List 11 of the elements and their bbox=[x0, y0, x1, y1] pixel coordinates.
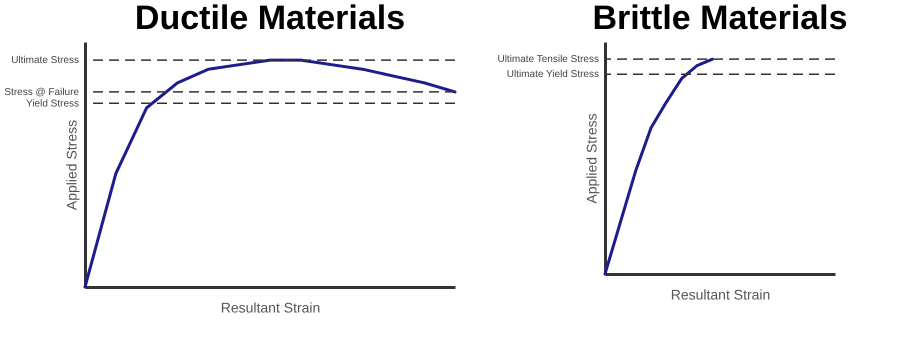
ref-line-label: Stress @ Failure bbox=[4, 86, 80, 98]
x-axis-title: Resultant Strain bbox=[220, 300, 320, 316]
y-axis-title: Applied Stress bbox=[64, 120, 80, 210]
chart-title: Ductile Materials bbox=[134, 0, 406, 37]
x-axis-title: Resultant Strain bbox=[670, 286, 770, 302]
ref-line-label: Ultimate Yield Stress bbox=[506, 69, 599, 80]
chart-title: Brittle Materials bbox=[592, 0, 848, 37]
ref-line-label: Ultimate Stress bbox=[11, 55, 79, 66]
y-axis-title: Applied Stress bbox=[584, 113, 600, 204]
ref-line-label: Yield Stress bbox=[26, 98, 79, 110]
ref-line-label: Ultimate Tensile Stress bbox=[497, 54, 599, 66]
